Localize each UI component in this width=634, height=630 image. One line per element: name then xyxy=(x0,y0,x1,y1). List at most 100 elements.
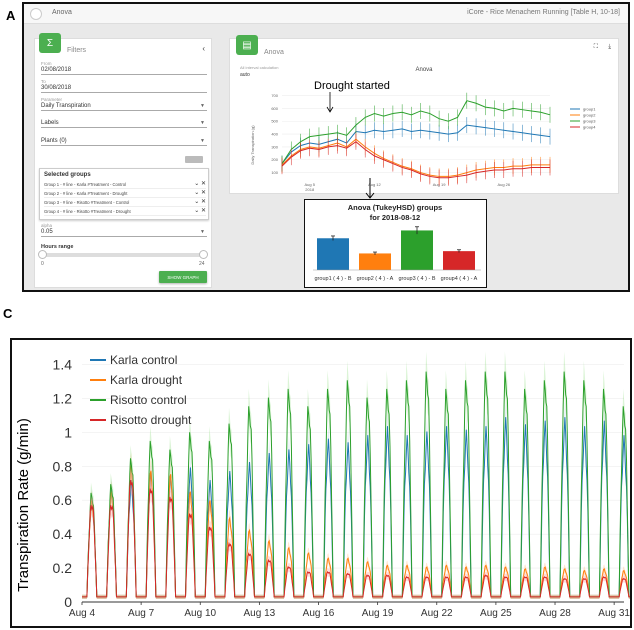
top-bar: Anova iCore - Rice Menachem Running [Tab… xyxy=(24,4,628,24)
chevron-down-icon[interactable]: ⌄ ✕ xyxy=(194,181,206,187)
x-tick-label: Aug 26 xyxy=(497,182,510,187)
group-row[interactable]: Group 2 - # line - Karla #Treatment - Dr… xyxy=(44,189,206,198)
y-tick-label: 100 xyxy=(271,170,278,175)
y-axis-label: Daily Transpiration (g) xyxy=(250,125,255,165)
plants-value: Plants (0) xyxy=(41,138,67,144)
selected-groups-box: Selected groups Group 1 - # line - Karla… xyxy=(39,168,209,220)
y-tick-label: 600 xyxy=(271,106,278,111)
y-tick-label: 200 xyxy=(271,157,278,162)
x-tick-label: Aug 7 xyxy=(128,608,155,619)
y-tick-label: 0 xyxy=(64,594,72,610)
labels-value: Labels xyxy=(41,120,59,126)
series-line-3 xyxy=(82,480,633,598)
alpha-label: alpha xyxy=(41,223,53,228)
labels-select[interactable]: Labels ▼ xyxy=(41,119,207,128)
slider-handle-min[interactable] xyxy=(38,250,47,259)
x-tick-label: Aug 13 xyxy=(244,608,276,619)
fullscreen-icon[interactable]: ⛶ xyxy=(593,44,598,50)
anova-line-chart: All interval calculation auto Anova Drou… xyxy=(240,65,596,192)
series-line-group2 xyxy=(281,138,550,177)
group-label: Group 4 - # line - Risotto #Treatment - … xyxy=(44,209,131,214)
chart-icon: ▤ xyxy=(236,35,258,55)
y-tick-label: 0.2 xyxy=(53,560,73,576)
to-label: To xyxy=(41,79,46,84)
legend-label: group1 xyxy=(583,107,596,112)
y-tick-label: 1.4 xyxy=(53,356,73,372)
hours-max: 24 xyxy=(199,261,205,267)
y-tick-label: 0.4 xyxy=(53,526,73,542)
tukey-chart-box: Anova (TukeyHSD) groups for 2018-08-12 g… xyxy=(304,199,487,288)
transpiration-line-chart: Transpiration Rate (g/min) 0 0.2 0.4 0.6 0.8… xyxy=(15,351,633,619)
x-tick-label: 2018 xyxy=(305,187,315,192)
alpha-value: 0.05 xyxy=(41,229,53,235)
hours-range-slider[interactable] xyxy=(38,250,208,259)
chevron-down-icon: ▼ xyxy=(200,138,205,144)
category-label: group2 ( 4 ) - A xyxy=(357,276,394,282)
parameter-value: Daily Transpiration xyxy=(41,103,91,109)
chevron-down-icon[interactable]: ⌄ ✕ xyxy=(194,199,206,205)
series-line-group3 xyxy=(281,100,551,164)
series-line-group4 xyxy=(281,141,550,179)
app-title: Anova xyxy=(52,9,72,16)
download-icon[interactable]: ⤓ xyxy=(608,44,611,50)
x-tick-label: Aug 19 xyxy=(433,182,446,187)
interval-value: auto xyxy=(240,72,250,78)
x-tick-label: Aug 28 xyxy=(539,608,571,619)
chevron-down-icon: ▼ xyxy=(200,103,205,109)
legend-label: Risotto control xyxy=(110,393,187,407)
legend-label: group4 xyxy=(583,125,596,130)
bar-1 xyxy=(317,238,349,270)
x-tick-label: Aug 19 xyxy=(362,608,394,619)
y-tick-label: 0.8 xyxy=(53,458,73,474)
legend-label: Karla drought xyxy=(110,373,183,387)
x-tick-label: Aug 12 xyxy=(368,182,381,187)
panel-label-a: A xyxy=(6,8,16,23)
group-label: Group 1 - # line - Karla #Treatment - Co… xyxy=(44,182,126,187)
bar-2 xyxy=(359,253,391,270)
x-tick-label: Aug 4 xyxy=(69,608,96,619)
group-row[interactable]: Group 3 - # line - Risotto #Treatment - … xyxy=(44,198,206,207)
tukey-title-line2: for 2018-08-12 xyxy=(370,213,420,222)
show-graph-button[interactable]: SHOW GRAPH xyxy=(159,271,207,283)
y-tick-label: 700 xyxy=(271,93,278,98)
from-value: 02/08/2018 xyxy=(41,67,72,73)
hours-range-label: Hours range xyxy=(41,244,74,250)
chevron-down-icon: ▼ xyxy=(200,229,205,235)
chart-title: Anova xyxy=(415,67,433,73)
experiment-title: iCore - Rice Menachem Running [Table H, … xyxy=(467,9,620,16)
drought-annotation: Drought started xyxy=(314,80,390,92)
x-tick-label: Aug 5 xyxy=(304,182,315,187)
x-tick-label: Aug 16 xyxy=(303,608,335,619)
y-axis-label: Transpiration Rate (g/min) xyxy=(15,418,32,592)
selected-groups-title: Selected groups xyxy=(44,172,91,178)
group-row[interactable]: Group 1 - # line - Karla #Treatment - Co… xyxy=(44,180,206,189)
parameter-select[interactable]: Parameter Daily Transpiration ▼ xyxy=(41,97,207,111)
y-tick-label: 1 xyxy=(64,424,72,440)
add-group-button[interactable] xyxy=(185,156,203,163)
group-label: Group 3 - # line - Risotto #Treatment - … xyxy=(44,200,130,205)
anova-panel: ▤ Anova ⛶ ⤓ All interval calculation aut… xyxy=(229,35,619,194)
menu-icon[interactable] xyxy=(30,8,42,20)
category-label: group4 ( 4 ) - A xyxy=(441,276,478,282)
y-tick-label: 1.2 xyxy=(53,390,73,406)
chevron-down-icon[interactable]: ⌄ ✕ xyxy=(194,208,206,214)
from-date-field[interactable]: From 02/08/2018 xyxy=(41,61,207,75)
y-tick-label: 400 xyxy=(271,132,278,137)
y-tick-label: 300 xyxy=(271,144,278,149)
chevron-down-icon[interactable]: ⌄ ✕ xyxy=(194,190,206,196)
group-row[interactable]: Group 4 - # line - Risotto #Treatment - … xyxy=(44,207,206,216)
plants-select[interactable]: Plants (0) ▼ xyxy=(41,137,207,146)
x-tick-label: Aug 22 xyxy=(421,608,453,619)
category-label: group3 ( 4 ) - B xyxy=(399,276,436,282)
parameter-label: Parameter xyxy=(41,97,63,102)
bar-4 xyxy=(443,251,475,270)
slider-handle-max[interactable] xyxy=(199,250,208,259)
tukey-title-line1: Anova (TukeyHSD) groups xyxy=(348,203,442,212)
alpha-select[interactable]: alpha 0.05 ▼ xyxy=(41,223,207,237)
legend-label: Karla control xyxy=(110,353,177,367)
series-line-group1 xyxy=(281,124,551,164)
to-date-field[interactable]: To 30/08/2018 xyxy=(41,79,207,93)
legend-label: Risotto drought xyxy=(110,413,192,427)
category-label: group1 ( 4 ) - B xyxy=(315,276,352,282)
chevron-left-icon[interactable]: ‹ xyxy=(202,44,205,53)
